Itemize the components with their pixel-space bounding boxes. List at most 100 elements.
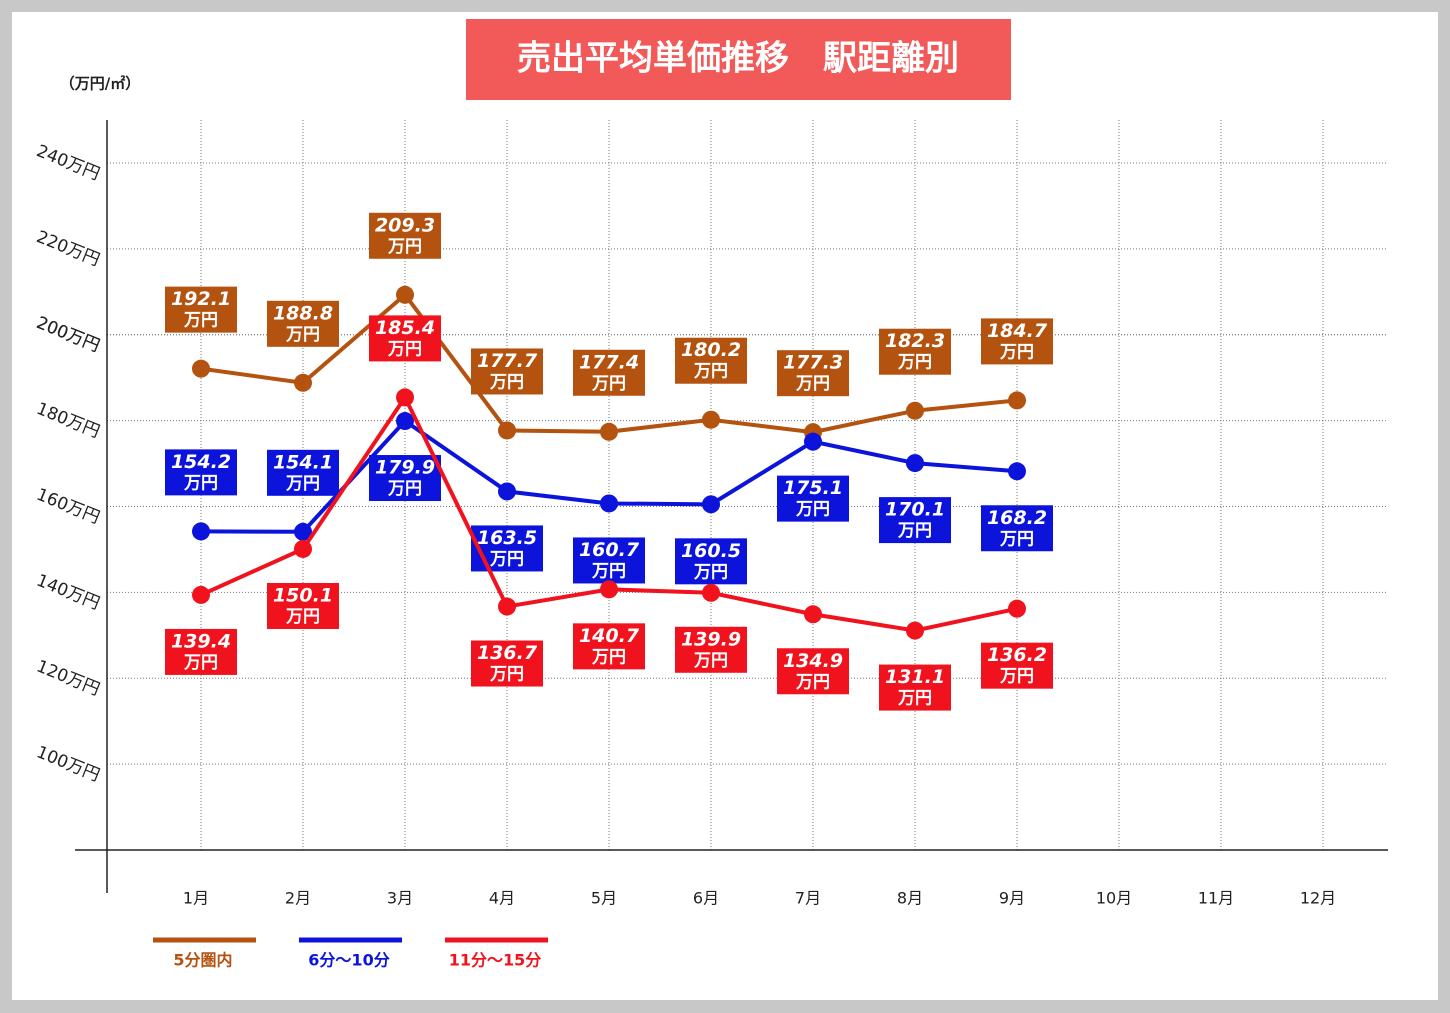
data-label-box [879, 664, 951, 711]
point [1008, 599, 1026, 618]
point [294, 373, 312, 392]
point [498, 482, 516, 501]
data-label-box [981, 318, 1053, 365]
point [702, 495, 720, 514]
point [702, 583, 720, 602]
data-label-box [879, 328, 951, 375]
point [600, 580, 618, 599]
data-label: 188.8 [273, 302, 333, 324]
data-label-box [471, 640, 543, 687]
data-label-unit: 万円 [897, 353, 932, 373]
data-label-box [369, 212, 441, 259]
data-label-box [675, 337, 747, 384]
data-label: 177.3 [783, 352, 843, 374]
data-label-box [165, 286, 237, 333]
data-label: 154.1 [273, 451, 333, 473]
x-tick-label: 10月 [1096, 889, 1132, 908]
data-label-unit: 万円 [693, 651, 728, 671]
data-label-unit: 万円 [387, 237, 422, 257]
point [498, 597, 516, 616]
x-tick-label: 12月 [1300, 889, 1336, 908]
data-label-box [777, 648, 849, 695]
point [498, 421, 516, 440]
data-label-box [981, 505, 1053, 552]
data-label: 209.3 [375, 214, 435, 236]
data-label-unit: 万円 [591, 374, 626, 394]
data-label: 163.5 [477, 527, 537, 549]
x-tick-label: 8月 [897, 889, 923, 908]
data-label: 184.7 [987, 320, 1048, 342]
x-tick-label: 3月 [387, 889, 413, 908]
data-label-box [981, 642, 1053, 689]
legend-label: 5分圏内 [173, 951, 232, 970]
data-label-box [675, 626, 747, 673]
data-label-unit: 万円 [693, 362, 728, 382]
data-label: 180.2 [681, 339, 741, 361]
legend-label: 11分～15分 [449, 951, 542, 970]
data-label-unit: 万円 [285, 607, 320, 627]
data-label: 179.9 [375, 457, 435, 479]
x-tick-label: 6月 [693, 889, 719, 908]
data-label: 140.7 [579, 625, 640, 647]
point [192, 359, 210, 378]
data-label-unit: 万円 [693, 562, 728, 582]
data-label-unit: 万円 [897, 521, 932, 541]
point [804, 432, 822, 451]
data-label-box [675, 538, 747, 585]
y-unit: （万円/㎡） [60, 75, 140, 93]
data-label-unit: 万円 [387, 479, 422, 499]
data-label: 139.4 [171, 630, 231, 652]
point [702, 410, 720, 429]
data-label-box [573, 537, 645, 584]
data-label-unit: 万円 [999, 667, 1034, 687]
data-label-box [369, 315, 441, 362]
data-label-unit: 万円 [795, 672, 830, 692]
data-label-box [165, 449, 237, 496]
x-tick-label: 9月 [999, 889, 1025, 908]
data-label-unit: 万円 [183, 473, 218, 493]
data-label: 192.1 [171, 288, 231, 310]
x-tick-label: 11月 [1198, 889, 1234, 908]
data-label-unit: 万円 [795, 500, 830, 520]
data-label-unit: 万円 [795, 374, 830, 394]
data-label-box [267, 300, 339, 347]
point [906, 621, 924, 640]
data-label: 136.2 [987, 644, 1047, 666]
point [396, 412, 414, 431]
x-tick-label: 4月 [489, 889, 515, 908]
x-tick-label: 2月 [285, 889, 311, 908]
data-label-box [471, 348, 543, 395]
point [804, 605, 822, 624]
data-label: 168.2 [987, 507, 1047, 529]
data-label-unit: 万円 [999, 529, 1034, 549]
data-label-box [267, 449, 339, 496]
data-label-unit: 万円 [897, 689, 932, 709]
chart-title: 売出平均単価推移 駅距離別 [517, 39, 959, 79]
data-label: 185.4 [375, 317, 435, 339]
data-label-unit: 万円 [489, 372, 524, 392]
data-label: 177.7 [477, 350, 538, 372]
point [1008, 391, 1026, 410]
data-label-unit: 万円 [285, 474, 320, 494]
data-label-unit: 万円 [285, 325, 320, 345]
data-label-unit: 万円 [591, 647, 626, 667]
data-label-box [573, 349, 645, 396]
data-label-unit: 万円 [183, 311, 218, 331]
data-label-box [879, 497, 951, 544]
x-tick-label: 5月 [591, 889, 617, 908]
x-tick-label: 1月 [183, 889, 209, 908]
point [600, 422, 618, 441]
point [396, 285, 414, 304]
data-label: 160.5 [681, 540, 741, 562]
point [396, 388, 414, 407]
data-label: 182.3 [885, 330, 945, 352]
data-label-unit: 万円 [489, 665, 524, 685]
data-label: 160.7 [579, 539, 640, 561]
data-label-unit: 万円 [999, 342, 1034, 362]
data-label-unit: 万円 [387, 339, 422, 359]
title-box [466, 19, 1011, 100]
point [192, 585, 210, 604]
data-label: 177.4 [579, 351, 639, 373]
